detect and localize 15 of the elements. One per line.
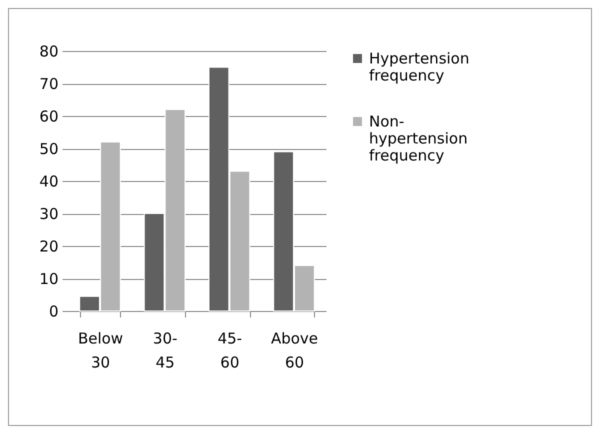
x-tick-label: 30-45: [152, 330, 178, 372]
y-tick-label: 30: [39, 205, 58, 223]
x-tick-label: Above 60: [270, 330, 318, 372]
x-tick-label: Below 30: [78, 330, 124, 372]
y-tick-label: 40: [39, 172, 58, 190]
y-tick-label: 60: [39, 108, 58, 126]
y-tick-label: 50: [39, 140, 58, 158]
y-tick-label: 20: [39, 238, 58, 256]
y-tick-label: 70: [39, 75, 58, 93]
legend-label: Non-hypertension frequency: [369, 112, 468, 164]
y-tick-label: 80: [39, 42, 58, 60]
x-tick-label: 45-60: [218, 330, 242, 372]
legend-label: Hypertension frequency: [369, 50, 470, 84]
y-tick-label: 0: [48, 302, 58, 320]
y-tick-label: 10: [39, 270, 58, 288]
